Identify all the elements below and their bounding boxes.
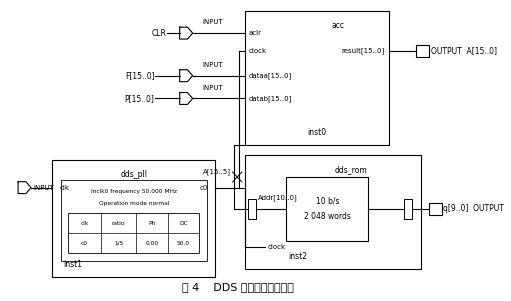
- Text: clk: clk: [80, 221, 89, 226]
- Bar: [245, 11, 388, 145]
- Text: OUTPUT  A[15..0]: OUTPUT A[15..0]: [431, 46, 497, 55]
- Bar: [61, 180, 206, 261]
- Text: inst2: inst2: [288, 252, 307, 261]
- Text: 10 b/s: 10 b/s: [316, 197, 339, 206]
- Text: INPUT: INPUT: [203, 62, 223, 68]
- Text: Inclk0 frequency 50.000 MHz: Inclk0 frequency 50.000 MHz: [90, 189, 177, 194]
- Bar: [429, 203, 442, 215]
- Bar: [245, 155, 421, 269]
- Text: dataa[15..0]: dataa[15..0]: [248, 72, 292, 79]
- Text: Operation mode normal: Operation mode normal: [99, 201, 169, 206]
- Text: q[9..0]  OUTPUT: q[9..0] OUTPUT: [444, 204, 504, 213]
- Text: inst1: inst1: [63, 260, 83, 269]
- Text: Ph: Ph: [148, 221, 156, 226]
- Text: clock: clock: [268, 244, 286, 250]
- Bar: [68, 213, 199, 253]
- Text: 1/5: 1/5: [114, 240, 123, 246]
- Bar: [287, 177, 368, 241]
- Text: ratio: ratio: [112, 221, 125, 226]
- Text: 0.00: 0.00: [146, 240, 158, 246]
- Text: Addr[10..0]: Addr[10..0]: [258, 194, 297, 201]
- Text: INPUT: INPUT: [203, 85, 223, 91]
- Text: c0: c0: [81, 240, 88, 246]
- Text: dds_rom: dds_rom: [334, 165, 367, 174]
- Text: dds_pll: dds_pll: [120, 170, 147, 179]
- Text: 50.0: 50.0: [177, 240, 190, 246]
- Text: acc: acc: [332, 21, 345, 30]
- Text: c0: c0: [199, 185, 207, 191]
- Text: A[15..5]: A[15..5]: [203, 169, 231, 175]
- Text: INPUT: INPUT: [203, 19, 223, 25]
- Text: INPUT: INPUT: [33, 185, 54, 191]
- Text: clock: clock: [248, 48, 267, 54]
- Bar: [416, 45, 429, 57]
- Bar: [248, 199, 256, 219]
- Text: 2 048 words: 2 048 words: [304, 212, 351, 221]
- Text: CLR: CLR: [152, 29, 167, 38]
- Text: 图 4    DDS 的核心电路模块图: 图 4 DDS 的核心电路模块图: [182, 282, 294, 292]
- Text: datab[15..0]: datab[15..0]: [248, 95, 292, 102]
- Text: P[15..0]: P[15..0]: [125, 94, 155, 103]
- Text: result[15..0]: result[15..0]: [342, 48, 385, 54]
- Text: DC: DC: [179, 221, 188, 226]
- Text: F[15..0]: F[15..0]: [125, 71, 155, 80]
- Bar: [53, 160, 215, 277]
- Text: aclr: aclr: [248, 30, 261, 36]
- Bar: [404, 199, 412, 219]
- Text: inst0: inst0: [307, 128, 326, 137]
- Text: clk: clk: [60, 185, 70, 191]
